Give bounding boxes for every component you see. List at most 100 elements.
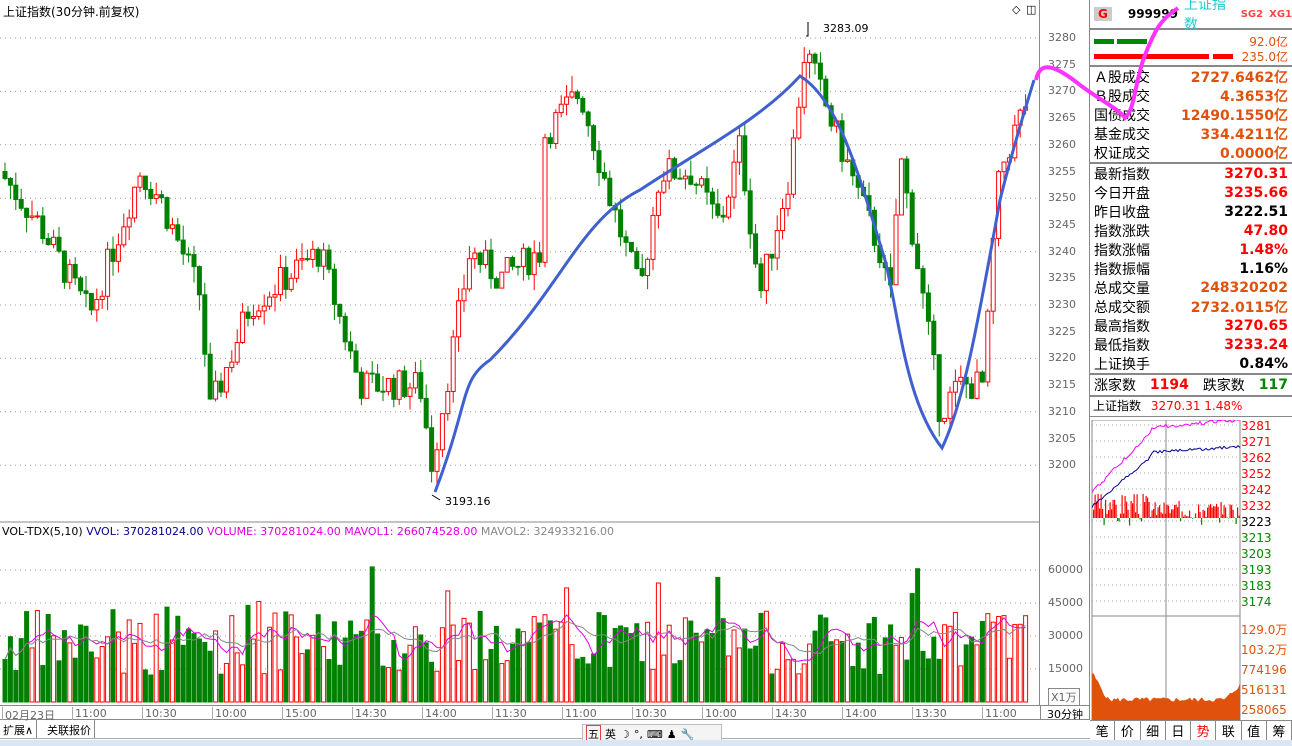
- candle-body: [844, 159, 850, 162]
- sell-bar: [1094, 54, 1209, 59]
- kline-chart[interactable]: 上证指数(30分钟.前复权) ◇ ◫ 3283.09 3193.16 VOL-T…: [0, 0, 1040, 705]
- candle-body: [796, 106, 802, 139]
- panel-tab[interactable]: 联: [1216, 721, 1242, 740]
- time-tick: 11:00: [72, 707, 107, 720]
- candle-body: [542, 137, 548, 263]
- ime-button[interactable]: ☽: [620, 727, 630, 741]
- turnover-row: 权证成交 0.0000亿: [1090, 143, 1292, 162]
- mini-price-tick: 3203: [1241, 547, 1272, 561]
- ime-button[interactable]: ♟: [666, 727, 677, 741]
- high-marker: 3283.09: [823, 22, 869, 35]
- candle-body: [250, 315, 256, 319]
- panel-tab[interactable]: 值: [1242, 721, 1267, 740]
- volume-bar: [925, 658, 931, 703]
- stat-row: 指数涨幅 1.48%: [1090, 240, 1292, 259]
- breadth-bar: [1166, 504, 1168, 518]
- bottom-tabs: 扩展∧ 关联报价: [0, 720, 1090, 739]
- volume-bar: [229, 615, 235, 703]
- volume-bar: [731, 629, 737, 703]
- price-tick: 3205: [1048, 431, 1076, 445]
- diamond-icon[interactable]: ◇: [1012, 3, 1021, 16]
- breadth-bar: [1219, 518, 1221, 523]
- row-label: 最低指数: [1094, 337, 1150, 354]
- panel-tab[interactable]: 筹: [1267, 721, 1292, 740]
- candle-body: [2, 171, 8, 179]
- volume-bar: [790, 658, 796, 703]
- candle-body: [13, 184, 19, 200]
- sg-badge[interactable]: SG2: [1240, 8, 1264, 20]
- candle-body: [650, 214, 656, 260]
- intraday-mini-chart[interactable]: 3281 3271 3262 3252 3242 3232 3223 3213 3203 3193…: [1090, 420, 1292, 720]
- volume-bar: [94, 657, 100, 703]
- mini-vol-tick: 774196: [1241, 663, 1287, 677]
- tab-related-quotes[interactable]: 关联报价: [44, 720, 95, 738]
- ime-button[interactable]: °,: [633, 727, 643, 741]
- volume-bar: [796, 673, 802, 703]
- volume-bar: [736, 647, 742, 703]
- split-view-icon[interactable]: ◫: [1026, 3, 1037, 16]
- panel-tab[interactable]: 细: [1141, 721, 1166, 740]
- time-axis: 02月23日 11:00 10:30 10:00 15:00 14:30 14:00 11:3…: [0, 705, 1040, 722]
- candle-body: [515, 265, 521, 268]
- xg-badge[interactable]: XG1: [1269, 8, 1292, 20]
- breadth-bar: [1177, 507, 1179, 518]
- period-selector[interactable]: 30分钟: [1040, 705, 1090, 721]
- volume-bar: [612, 628, 618, 703]
- candle-body: [99, 295, 105, 300]
- volume-bar: [196, 638, 202, 703]
- ime-button[interactable]: 英: [605, 728, 616, 741]
- candle-body: [904, 158, 910, 194]
- volume-bar: [18, 638, 24, 703]
- ime-button[interactable]: ⌨: [646, 727, 663, 741]
- volume-bar: [682, 617, 688, 703]
- volume-bar: [412, 626, 418, 703]
- volume-bar: [1006, 657, 1012, 703]
- breadth-bar: [1102, 508, 1104, 518]
- volume-bar: [601, 615, 607, 703]
- candle-body: [601, 172, 607, 179]
- volume-bar: [909, 593, 915, 703]
- breadth-bar: [1165, 513, 1167, 518]
- panel-tab[interactable]: 笔: [1090, 721, 1116, 740]
- tab-extend[interactable]: 扩展∧: [0, 720, 38, 738]
- volume-bar: [661, 654, 667, 703]
- volume-bar: [634, 623, 640, 703]
- panel-tabs: 笔价细日势联值筹: [1090, 720, 1292, 740]
- candle-body: [769, 253, 775, 259]
- panel-tab[interactable]: 势: [1191, 721, 1217, 740]
- candle-body: [310, 248, 316, 260]
- price-tick: 3265: [1048, 111, 1076, 125]
- candle-body: [304, 258, 310, 261]
- mini-price-tick: 3223: [1241, 515, 1272, 529]
- volume-bar: [315, 614, 321, 703]
- candle-body: [763, 253, 769, 292]
- volume-bar: [337, 664, 343, 703]
- panel-tab[interactable]: 价: [1115, 721, 1141, 740]
- row-value: 3222.51: [1224, 203, 1288, 220]
- volume-bar: [1017, 623, 1023, 703]
- candle-body: [94, 298, 100, 311]
- time-tick: 10:30: [142, 707, 177, 720]
- time-tick: 14:30: [352, 707, 387, 720]
- breadth-bar: [1126, 501, 1128, 518]
- candle-body: [947, 391, 953, 419]
- stock-code: 999999: [1127, 7, 1178, 21]
- candle-body: [277, 267, 283, 296]
- avg-price-line: [1091, 444, 1241, 508]
- candle-body: [736, 135, 742, 163]
- candle-body: [499, 271, 505, 289]
- panel-tab[interactable]: 日: [1166, 721, 1191, 740]
- breadth-bar: [1121, 495, 1123, 518]
- candle-body: [283, 267, 289, 290]
- up-count: 1194: [1149, 377, 1189, 393]
- candle-body: [218, 380, 224, 393]
- candlestick-plot[interactable]: [0, 0, 1040, 705]
- candle-body: [682, 175, 688, 180]
- volume-bar: [83, 625, 89, 703]
- volume-bar: [990, 621, 996, 703]
- row-label: 总成交额: [1094, 299, 1150, 316]
- ime-button[interactable]: 🔧: [680, 727, 695, 741]
- candle-body: [272, 294, 278, 298]
- volume-bar: [294, 636, 300, 703]
- candle-body: [105, 248, 111, 297]
